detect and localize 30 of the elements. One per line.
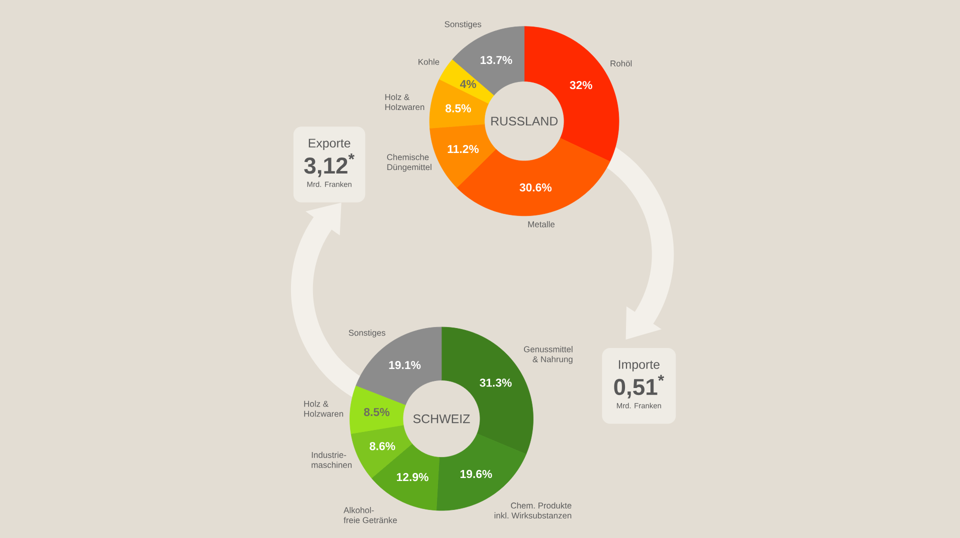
- text: Importe: [618, 360, 660, 372]
- slice-label: Holz & Holzwaren: [304, 400, 344, 417]
- data-label: 8.5%: [446, 104, 471, 112]
- data-label: 11.2%: [448, 144, 479, 153]
- data-label: 32%: [570, 80, 592, 89]
- slice-label: Genussmittel & Nahrung: [524, 346, 572, 364]
- slice-label: Sonstiges: [444, 20, 482, 29]
- slice-label: Alkohol-freie Getränke: [344, 506, 397, 523]
- text: 3,12$^{*}$: [304, 153, 355, 177]
- data-label: 12.9%: [396, 472, 428, 481]
- data-label: 8.5%: [364, 408, 390, 416]
- data-label: 8.6%: [370, 442, 396, 450]
- slice-label: Rohöl: [610, 60, 632, 66]
- data-label: 13.7%: [480, 56, 512, 64]
- slice-label: Industrie-maschinen: [312, 452, 352, 468]
- slice-label: Kohle: [418, 58, 440, 65]
- text: 0,51$^{*}$: [614, 374, 664, 398]
- data-label: 31.3%: [480, 378, 512, 387]
- data-label: 19.6%: [460, 470, 492, 478]
- data-label: 19.1%: [389, 360, 421, 369]
- text: SCHWEIZ: [413, 414, 470, 423]
- text: RUSSLAND: [491, 116, 558, 126]
- data-label: 30.6%: [520, 183, 552, 192]
- text: Exporte: [308, 138, 350, 150]
- slice-label: Holz & Holzwaren: [385, 94, 424, 110]
- slice-label: Metalle: [528, 220, 555, 228]
- slice-label: Chem. Produkte inkl. Wirksubstanzen: [494, 502, 572, 518]
- slice-label: Chemische Düngemittel: [387, 154, 432, 172]
- slice-label: Sonstiges: [348, 329, 386, 338]
- data-label: 4%: [460, 80, 476, 88]
